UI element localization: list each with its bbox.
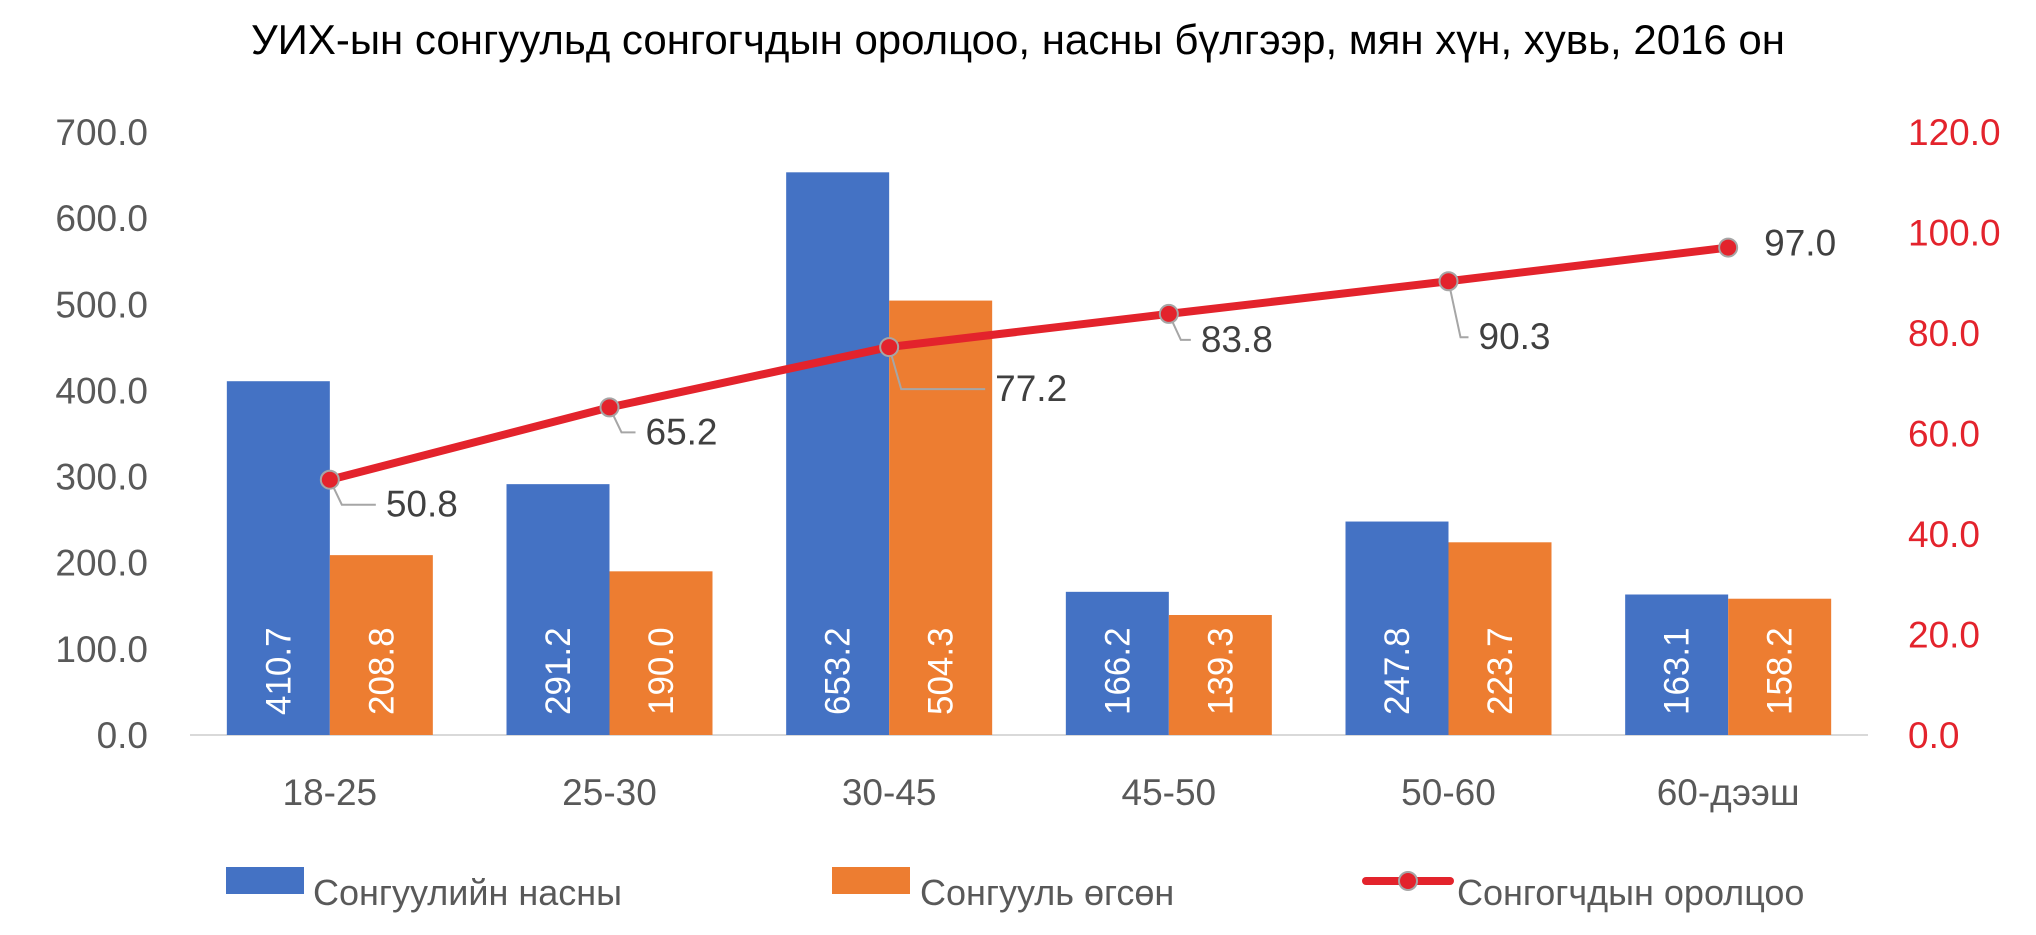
line-point	[1158, 303, 1179, 324]
bar-voted	[1728, 598, 1832, 735]
bar-voted	[1448, 542, 1552, 735]
y-right-tick-label: 60.0	[1908, 414, 1980, 455]
bar-voted	[889, 300, 993, 735]
line-data-label: 90.3	[1479, 316, 1551, 357]
y-left-tick-label: 300.0	[55, 457, 148, 498]
legend-label-voting-age: Сонгуулийн насны	[313, 872, 622, 913]
bar-voted	[329, 555, 433, 735]
bar-voting-age	[1065, 591, 1169, 735]
legend-label-participation: Сонгогчдын оролцоо	[1457, 872, 1804, 913]
chart-title: УИХ-ын сонгуульд сонгогчдын оролцоо, нас…	[251, 16, 1785, 63]
legend-swatch-voting-age	[226, 867, 304, 894]
bar-data-label: 223.7	[1481, 627, 1520, 715]
line-point	[1718, 237, 1739, 258]
x-tick-label: 45-50	[1122, 772, 1217, 813]
x-tick-label: 50-60	[1401, 772, 1496, 813]
bar-voting-age	[1345, 521, 1449, 735]
bar-data-label: 163.1	[1658, 627, 1697, 715]
line-point	[599, 397, 620, 418]
line-data-label: 65.2	[646, 411, 718, 452]
line-point	[319, 469, 340, 490]
bar-data-label: 158.2	[1761, 627, 1800, 715]
x-tick-label: 60-дээш	[1657, 772, 1800, 813]
leader-line	[888, 346, 986, 391]
bar-data-label: 166.2	[1098, 627, 1137, 715]
bars-group: 410.7 291.2 653.2 166.2 247.8 163.1 208.8 190.0…	[226, 172, 1832, 736]
bar-data-label: 504.3	[922, 627, 961, 715]
y-right-tick-label: 20.0	[1908, 615, 1980, 656]
y-left-tick-label: 500.0	[55, 284, 148, 325]
line-point	[879, 337, 900, 358]
line-data-label: 97.0	[1764, 223, 1836, 264]
line-data-label: 77.2	[995, 368, 1067, 409]
bar-voted	[609, 571, 713, 735]
y-left-tick-label: 400.0	[55, 370, 148, 411]
legend-swatch-voted	[832, 867, 910, 894]
y-right-tick-label: 100.0	[1908, 213, 2001, 254]
y-left-tick-label: 100.0	[55, 629, 148, 670]
bar-voting-age	[226, 381, 330, 735]
bar-voted	[1168, 615, 1272, 735]
x-tick-label: 18-25	[283, 772, 378, 813]
bar-data-label: 410.7	[259, 627, 298, 715]
line-data-label: 83.8	[1201, 319, 1273, 360]
y-right-tick-label: 0.0	[1908, 715, 1959, 756]
bar-data-label: 291.2	[539, 627, 578, 715]
bar-voting-age	[786, 172, 890, 736]
legend-marker-participation	[1398, 871, 1418, 891]
bar-voting-age	[1625, 594, 1729, 735]
y-right-tick-label: 80.0	[1908, 313, 1980, 354]
y-left-tick-label: 0.0	[97, 715, 148, 756]
axes-group: 0.0 100.0 200.0 300.0 400.0 500.0 600.0 700.0 0.…	[55, 112, 2000, 813]
line-participation	[325, 243, 1733, 484]
line-data-label: 50.8	[386, 484, 458, 525]
bar-voting-age	[506, 484, 610, 735]
legend-label-voted: Сонгууль өгсөн	[920, 872, 1174, 913]
bar-data-label: 208.8	[362, 627, 401, 715]
y-right-tick-label: 40.0	[1908, 514, 1980, 555]
bar-data-label: 247.8	[1378, 627, 1417, 715]
x-tick-label: 30-45	[842, 772, 937, 813]
line-series-group: 50.8 65.2 77.2 83.8 90.3 97.0	[319, 223, 1836, 525]
y-left-tick-label: 600.0	[55, 198, 148, 239]
y-left-tick-label: 700.0	[55, 112, 148, 153]
line-point	[1438, 271, 1459, 292]
bar-data-label: 653.2	[819, 627, 858, 715]
y-left-tick-label: 200.0	[55, 543, 148, 584]
x-tick-label: 25-30	[562, 772, 657, 813]
leader-line	[1447, 281, 1469, 339]
legend: Сонгуулийн насны Сонгууль өгсөн Сонгогчдын…	[226, 867, 1804, 913]
bar-data-label: 190.0	[642, 627, 681, 715]
y-right-tick-label: 120.0	[1908, 112, 2001, 153]
bar-data-label: 139.3	[1201, 627, 1240, 715]
